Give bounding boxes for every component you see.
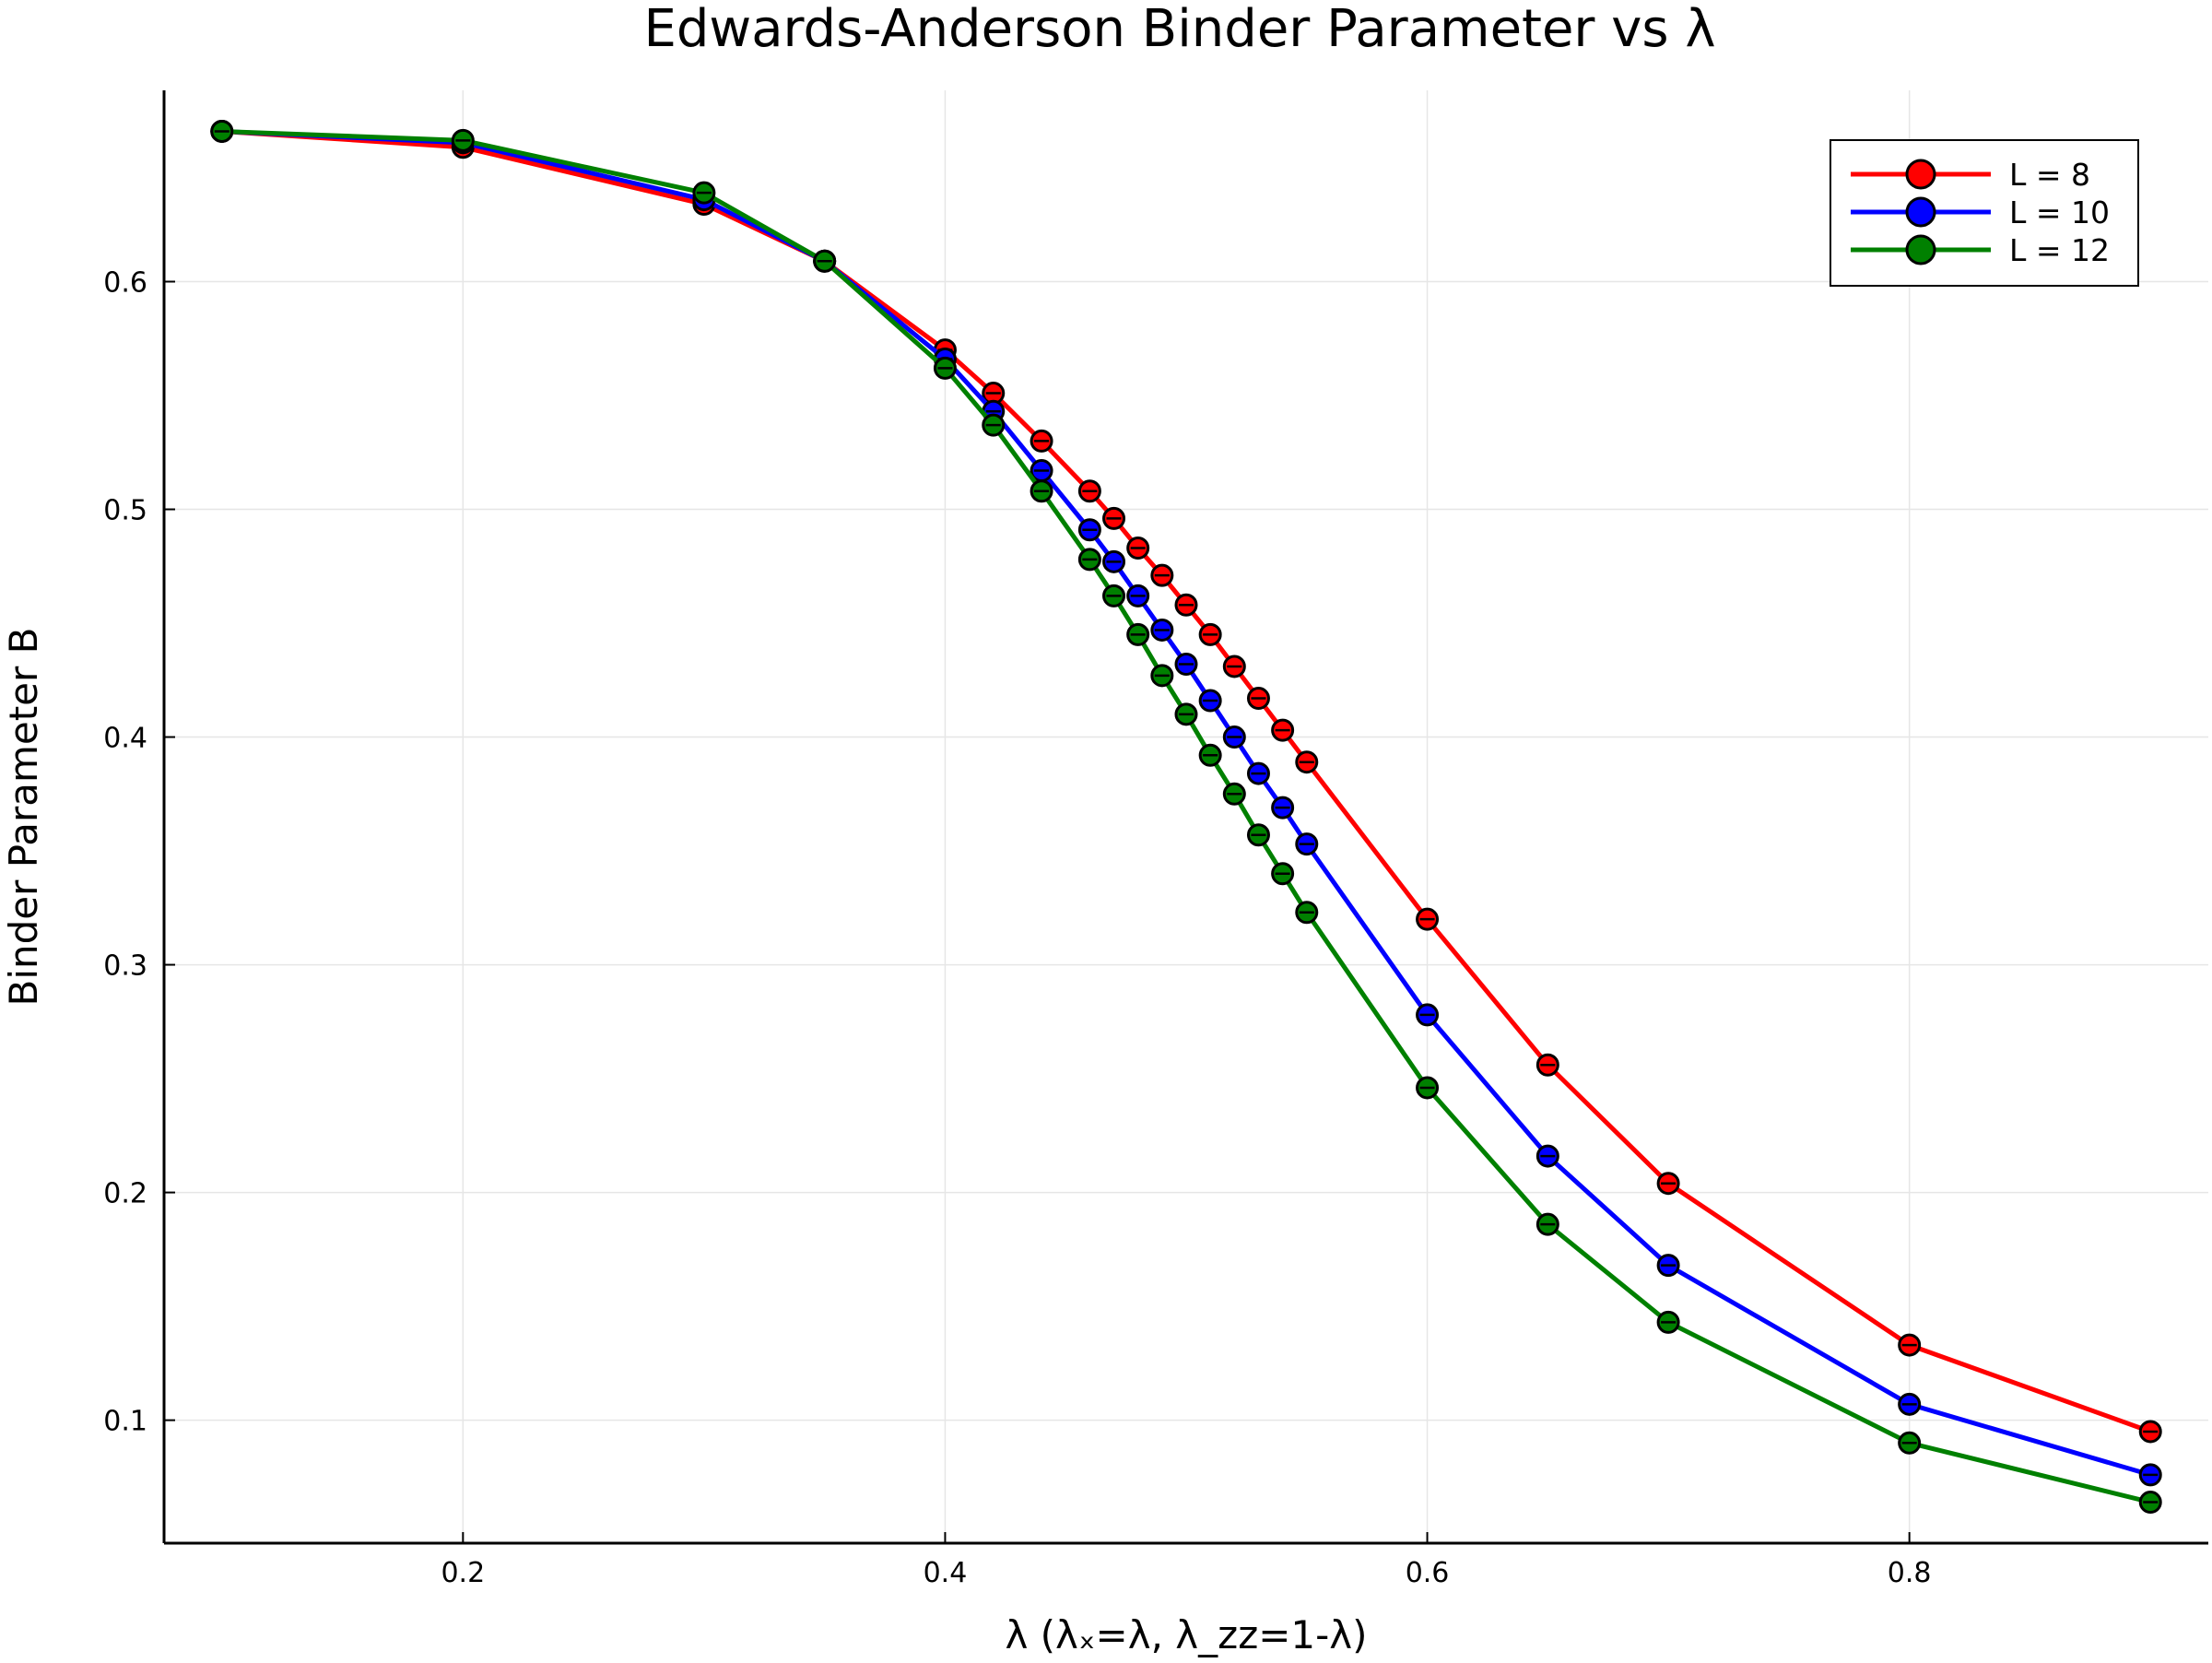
legend: L = 8L = 10L = 12 — [1830, 139, 2139, 287]
series-line — [219, 128, 2153, 1505]
legend-label: L = 8 — [2009, 157, 2090, 193]
y-tick-label: 0.6 — [103, 266, 147, 299]
tick-layer: 0.2 0.4 0.6 0.8 0.1 0.2 0.3 0.4 0.5 0.6 — [103, 266, 1931, 1589]
y-tick-label: 0.4 — [103, 723, 147, 755]
series-group — [210, 119, 2162, 1515]
chart-title: Edwards-Anderson Binder Parameter vs λ — [643, 0, 1715, 59]
series-line — [219, 128, 2153, 1434]
x-tick-label: 0.4 — [924, 1557, 968, 1589]
y-tick-label: 0.3 — [103, 950, 147, 983]
y-axis-label: Binder Parameter B — [1, 628, 46, 1007]
y-tick-label: 0.5 — [103, 495, 147, 527]
x-tick-label: 0.6 — [1406, 1557, 1450, 1589]
legend-marker — [1905, 196, 1936, 228]
legend-marker — [1905, 234, 1936, 265]
x-axis-label: λ (λₓ=λ, λ_zz=1-λ) — [1005, 1612, 1367, 1657]
x-tick-label: 0.2 — [441, 1557, 485, 1589]
legend-marker — [1905, 159, 1936, 190]
series-line — [219, 128, 2153, 1478]
y-tick-label: 0.2 — [103, 1178, 147, 1210]
legend-label: L = 10 — [2009, 195, 2110, 230]
y-tick-label: 0.1 — [103, 1406, 147, 1438]
legend-label: L = 12 — [2009, 232, 2110, 268]
series-layer — [210, 119, 2162, 1515]
x-tick-label: 0.8 — [1888, 1557, 1932, 1589]
